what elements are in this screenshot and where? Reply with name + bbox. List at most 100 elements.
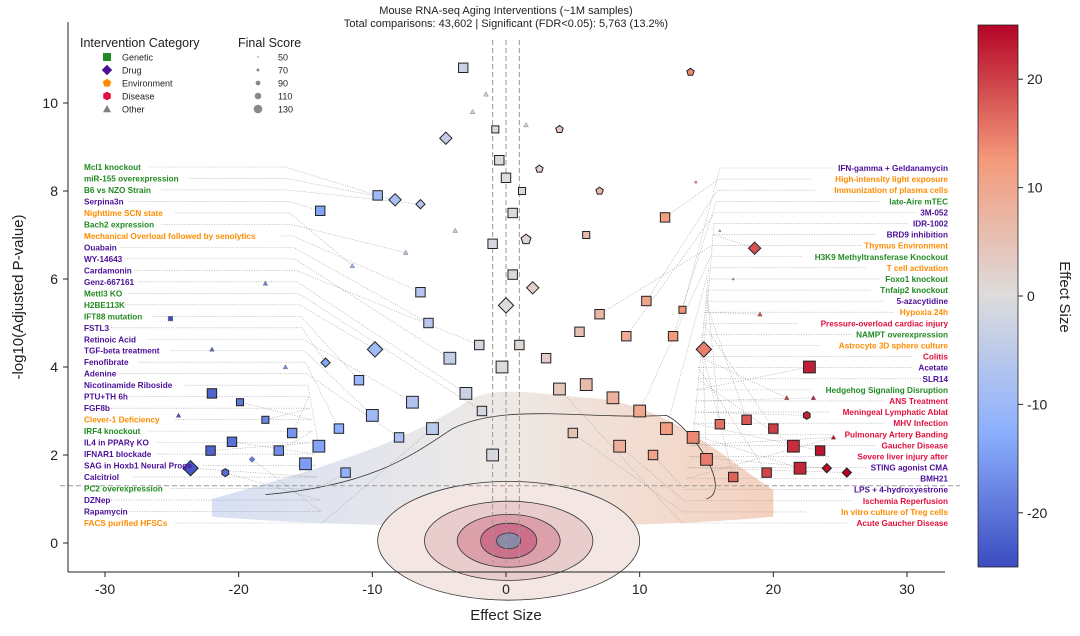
data-point-other xyxy=(209,346,215,352)
annotation-leader-line xyxy=(703,223,908,350)
x-tick-label: 0 xyxy=(502,581,510,597)
data-point-genetic xyxy=(660,422,673,435)
data-point-other xyxy=(402,249,409,255)
colorbar-gradient xyxy=(977,24,1019,568)
colorbar-tick-label: 0 xyxy=(1027,288,1035,304)
data-point-genetic xyxy=(714,418,726,430)
x-tick-label: -20 xyxy=(229,581,249,597)
x-tick-label: 20 xyxy=(766,581,782,597)
annotation-leader-line xyxy=(189,178,396,201)
annotation-label: Pressure-overload cardiac injury xyxy=(821,319,949,328)
data-point-other xyxy=(282,364,289,370)
size-legend-marker xyxy=(253,104,263,114)
legend-size-label: 90 xyxy=(278,79,288,89)
annotation-label: PC2 overexpression xyxy=(84,485,163,494)
data-point-genetic xyxy=(426,422,439,435)
legend-category-label: Other xyxy=(122,105,145,115)
annotation-leader-line xyxy=(689,437,875,446)
data-point-genetic xyxy=(393,432,405,443)
data-point-genetic xyxy=(507,269,518,280)
data-point-other xyxy=(830,434,837,440)
annotation-label: Acetate xyxy=(918,364,948,373)
annotation-label: Mechanical Overload followed by senolyti… xyxy=(84,232,256,241)
annotation-label: IRF4 knockout xyxy=(84,427,141,436)
annotation-leader-line xyxy=(161,224,406,253)
data-point-other xyxy=(810,394,817,400)
annotation-leader-line xyxy=(693,411,829,416)
annotation-label: H3K9 Methyltransferase Knockout xyxy=(815,253,949,262)
y-tick-label: 6 xyxy=(50,271,58,287)
annotation-label: H2BE113K xyxy=(84,301,125,310)
annotation-leader-line xyxy=(694,397,885,402)
annotation-leader-line xyxy=(559,388,848,524)
annotation-label: Clever-1 Deficiency xyxy=(84,416,160,425)
annotation-label: BMH21 xyxy=(920,475,948,484)
data-point-disease xyxy=(694,180,698,184)
data-point-genetic xyxy=(205,445,216,456)
axes: -30 -20 -10 0 10 20 30 0 2 4 6 8 10 Effect Size -log10… xyxy=(10,5,945,624)
annotation-label: IFN-gamma + Geldanamycin xyxy=(838,164,948,173)
data-point-drug xyxy=(248,455,256,463)
annotation-label: Acute Gaucher Disease xyxy=(857,519,949,528)
x-tick-label: -10 xyxy=(362,581,382,597)
data-point-genetic xyxy=(647,449,659,461)
data-point-other xyxy=(349,262,356,268)
data-point-drug xyxy=(439,131,453,146)
annotation-label: MHV Infection xyxy=(893,419,948,428)
annotation-label: Mettl3 KO xyxy=(84,289,123,298)
annotation-label: IFT88 mutation xyxy=(84,312,142,321)
data-point-other xyxy=(731,277,735,281)
annotation-label: FACS purified HFSCs xyxy=(84,519,168,528)
data-point-drug xyxy=(841,467,853,478)
annotation-label: SAG in Hoxb1 Neural Proge xyxy=(84,462,192,471)
annotation-leader-line xyxy=(712,234,875,249)
annotation-leader-line xyxy=(184,384,320,447)
annotation-leader-line xyxy=(704,311,894,315)
annotation-label: BRD9 inhibition xyxy=(887,231,948,240)
genetic-legend-icon xyxy=(103,53,111,61)
data-point-drug xyxy=(747,241,762,256)
colorbar-label: Effect Size xyxy=(1056,261,1073,332)
environment-legend-icon xyxy=(102,78,112,87)
annotation-label: NAMPT overexpression xyxy=(856,330,948,339)
annotation-label: Ischemia Reperfusion xyxy=(863,497,948,506)
annotation-label: Nighttime SCN state xyxy=(84,209,163,218)
data-point-genetic xyxy=(768,423,779,434)
annotation-leader-line xyxy=(695,366,811,391)
annotation-label: Bach2 expression xyxy=(84,220,154,229)
legend-size-label: 50 xyxy=(278,53,288,63)
annotation-leader-line xyxy=(129,201,321,212)
legend-category-label: Environment xyxy=(122,79,173,89)
colorbar: 20 10 0 -10 -20 Effect Size xyxy=(977,24,1073,568)
data-point-genetic xyxy=(286,427,298,439)
colorbar-tick-label: 10 xyxy=(1027,180,1043,196)
annotation-leader-line xyxy=(664,178,811,218)
legend-category-label: Disease xyxy=(122,92,155,102)
data-point-drug xyxy=(821,462,833,474)
x-tick-label: 30 xyxy=(899,581,915,597)
data-point-genetic xyxy=(567,427,579,439)
x-axis-label: Effect Size xyxy=(470,607,541,624)
annotation-leader-line xyxy=(639,256,802,412)
data-point-genetic xyxy=(340,467,351,478)
annotation-leader-line xyxy=(672,200,880,337)
annotation-leader-line xyxy=(706,289,871,425)
size-legend-marker xyxy=(256,68,260,72)
annotation-leader-line xyxy=(170,472,346,489)
data-point-genetic xyxy=(206,388,218,399)
annotation-label: Severe liver injury after xyxy=(857,452,948,461)
colorbar-tick-label: -20 xyxy=(1027,505,1047,521)
legend-category-title: Intervention Category xyxy=(80,36,200,50)
annotation-label: Meningeal Lymphatic Ablat xyxy=(843,408,949,417)
data-point-genetic xyxy=(226,436,238,448)
data-point-genetic xyxy=(582,230,591,240)
annotation-label: 5-azacytidine xyxy=(897,297,949,306)
data-point-genetic xyxy=(633,404,647,418)
annotation-label: Adenine xyxy=(84,370,117,379)
data-point-genetic xyxy=(518,186,527,196)
y-tick-label: 8 xyxy=(50,183,58,199)
annotation-leader-line xyxy=(157,442,314,451)
annotation-label: Gaucher Disease xyxy=(882,441,949,450)
data-point-genetic xyxy=(700,453,713,466)
annotation-label: High-intensity light exposure xyxy=(835,175,948,184)
